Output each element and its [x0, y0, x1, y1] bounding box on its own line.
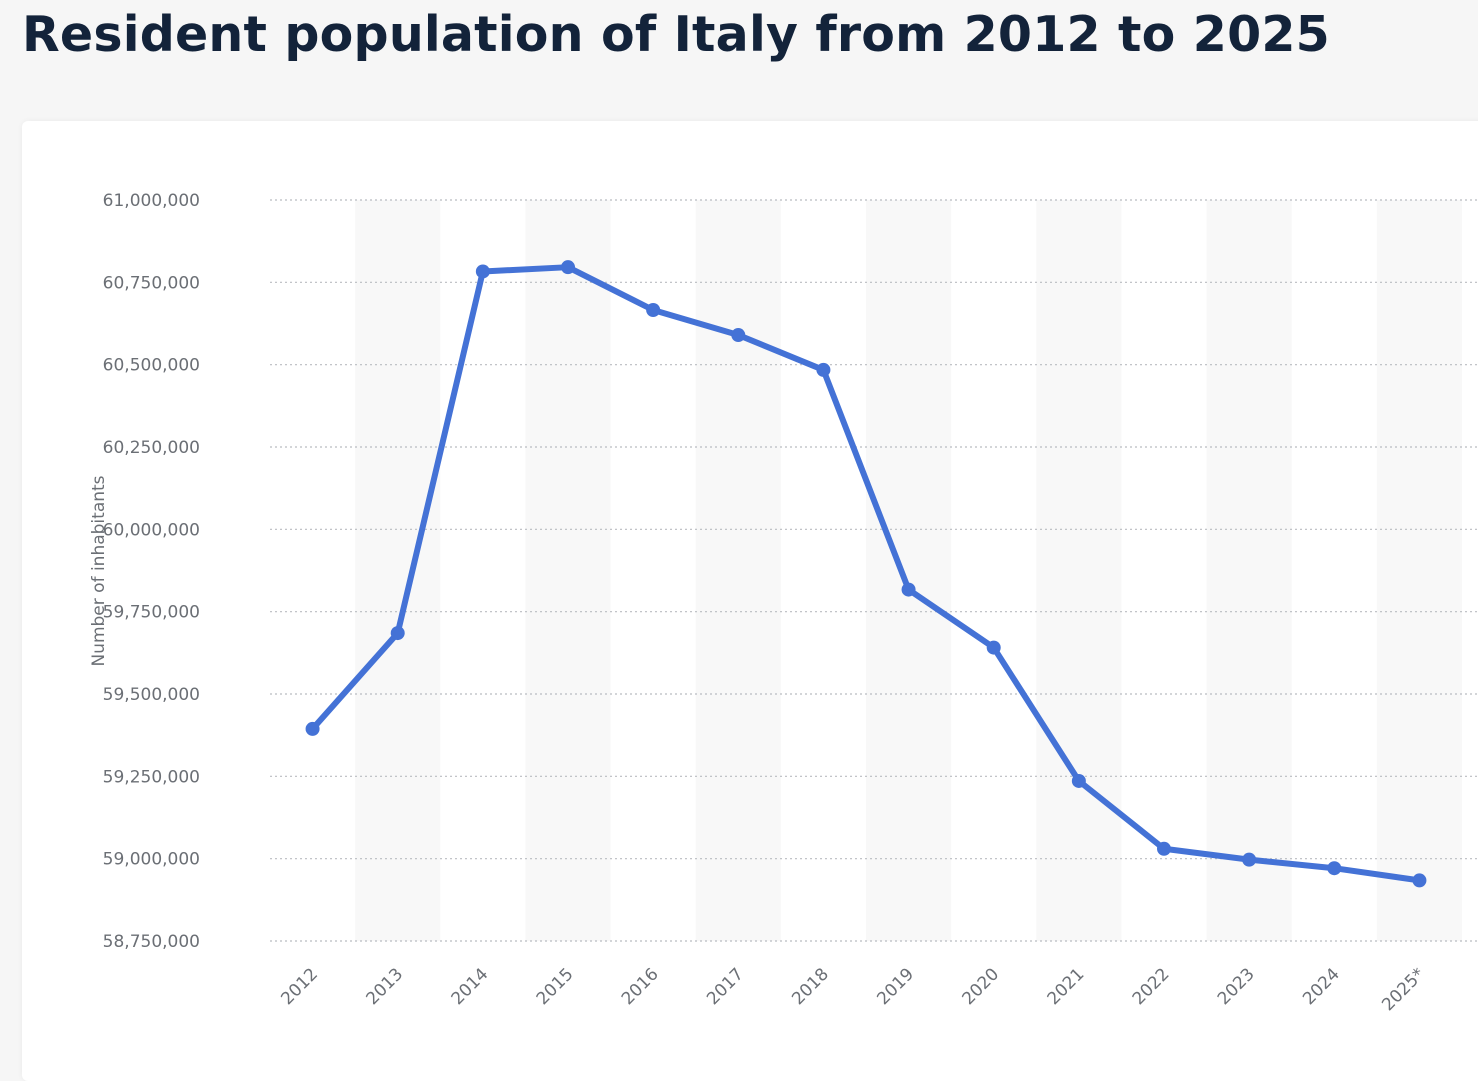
y-tick-label: 61,000,000 — [103, 191, 200, 211]
data-point — [731, 328, 746, 343]
y-tick-label: 58,750,000 — [103, 932, 200, 952]
data-point — [475, 264, 490, 279]
data-point — [1157, 841, 1171, 856]
x-tick-label: 2021 — [1044, 964, 1089, 1009]
x-tick-label: 2013 — [363, 964, 408, 1009]
data-point — [1071, 773, 1086, 788]
y-tick-label: 59,750,000 — [103, 603, 200, 623]
y-tick-label: 60,750,000 — [103, 273, 200, 293]
x-tick-label: 2014 — [448, 964, 493, 1009]
data-point — [816, 362, 831, 377]
y-tick-label: 60,500,000 — [103, 356, 200, 376]
x-tick-label: 2020 — [959, 964, 1004, 1009]
column-band — [695, 200, 781, 941]
column-band — [355, 200, 441, 941]
x-tick-label: 2023 — [1214, 964, 1259, 1009]
data-point — [1327, 861, 1342, 876]
data-point — [1412, 873, 1427, 888]
x-tick-label: 2016 — [618, 964, 663, 1009]
y-tick-label: 60,250,000 — [103, 438, 200, 458]
data-point — [561, 260, 575, 275]
data-point — [646, 302, 661, 317]
x-tick-label: 2017 — [703, 964, 748, 1009]
column-bands — [355, 200, 1462, 941]
chart-card: 58,750,000 59,000,000 59,250,000 59,500,000… — [22, 121, 1478, 1081]
data-point — [901, 582, 916, 597]
series-line — [309, 264, 1423, 884]
y-tick-label: 60,000,000 — [103, 520, 200, 540]
series-group — [305, 260, 1427, 888]
data-point — [390, 626, 405, 641]
data-point — [305, 721, 320, 736]
line-chart: 58,750,000 59,000,000 59,250,000 59,500,000… — [89, 191, 1478, 1015]
x-tick-label: 2012 — [277, 964, 322, 1009]
column-band — [1376, 200, 1462, 941]
x-tick-label: 2024 — [1299, 964, 1344, 1009]
column-band — [1036, 200, 1122, 941]
x-tick-label: 2018 — [788, 964, 833, 1009]
page-title: Resident population of Italy from 2012 t… — [22, 6, 1330, 63]
column-band — [866, 200, 952, 941]
column-band — [1206, 200, 1292, 941]
y-tick-label: 59,000,000 — [103, 850, 200, 870]
y-tick-label: 59,250,000 — [103, 767, 200, 787]
data-point — [1242, 852, 1257, 867]
data-point — [986, 640, 1001, 655]
y-tick-label: 59,500,000 — [103, 685, 200, 705]
y-axis-ticks: 58,750,000 59,000,000 59,250,000 59,500,000… — [103, 191, 200, 952]
x-axis-ticks: 2012 2013 2014 2015 2016 2017 2018 2019 2020 2021… — [277, 964, 1429, 1015]
column-band — [525, 200, 611, 941]
x-tick-label: 2022 — [1129, 964, 1174, 1009]
y-axis-title: Number of inhabitants — [89, 475, 109, 666]
gridlines — [270, 199, 1478, 942]
x-tick-label: 2015 — [533, 964, 578, 1009]
x-tick-label: 2019 — [873, 964, 918, 1009]
x-tick-label: 2025* — [1378, 964, 1429, 1015]
